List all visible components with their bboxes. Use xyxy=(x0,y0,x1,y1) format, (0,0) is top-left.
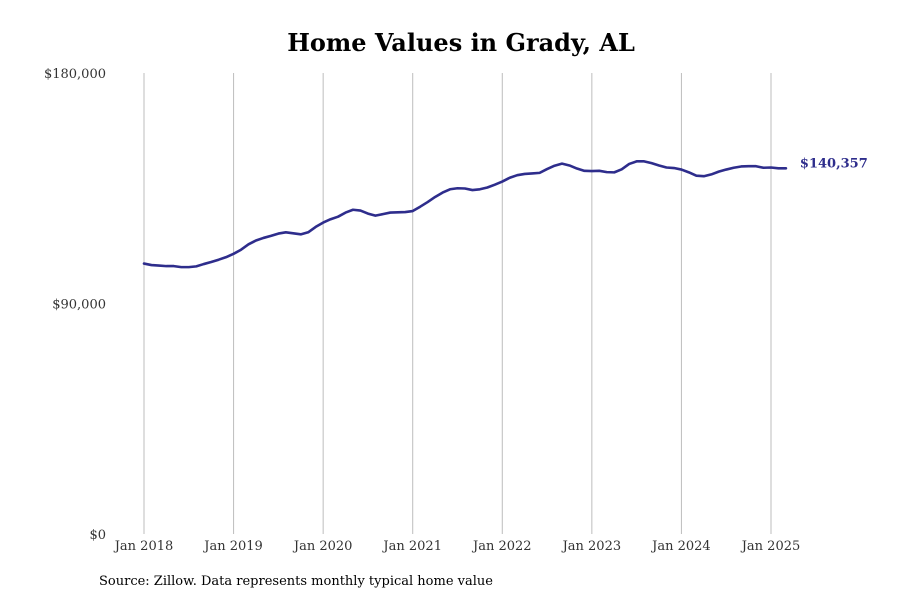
chart-title: Home Values in Grady, AL xyxy=(287,28,635,57)
grid-lines xyxy=(143,73,772,534)
x-tick-label: Jan 2020 xyxy=(292,539,353,554)
y-tick-label: $0 xyxy=(89,528,106,543)
x-tick-label: Jan 2021 xyxy=(381,539,442,554)
x-tick-label: Jan 2019 xyxy=(202,539,263,554)
source-note: Source: Zillow. Data represents monthly … xyxy=(99,574,493,589)
x-tick-label: Jan 2022 xyxy=(471,539,532,554)
latest-value-label: $140,357 xyxy=(800,156,868,171)
y-tick-label: $90,000 xyxy=(52,298,106,313)
x-axis-ticks: Jan 2018 Jan 2019 Jan 2020 Jan 2021 Jan 2022… xyxy=(113,539,801,554)
x-tick-label: Jan 2018 xyxy=(113,539,174,554)
x-tick-label: Jan 2023 xyxy=(561,539,622,554)
y-axis-ticks: $0 $90,000 $180,000 xyxy=(44,67,106,543)
x-tick-label: Jan 2025 xyxy=(740,539,801,554)
home-value-line xyxy=(142,160,788,269)
y-tick-label: $180,000 xyxy=(44,67,106,82)
x-tick-label: Jan 2024 xyxy=(650,539,711,554)
